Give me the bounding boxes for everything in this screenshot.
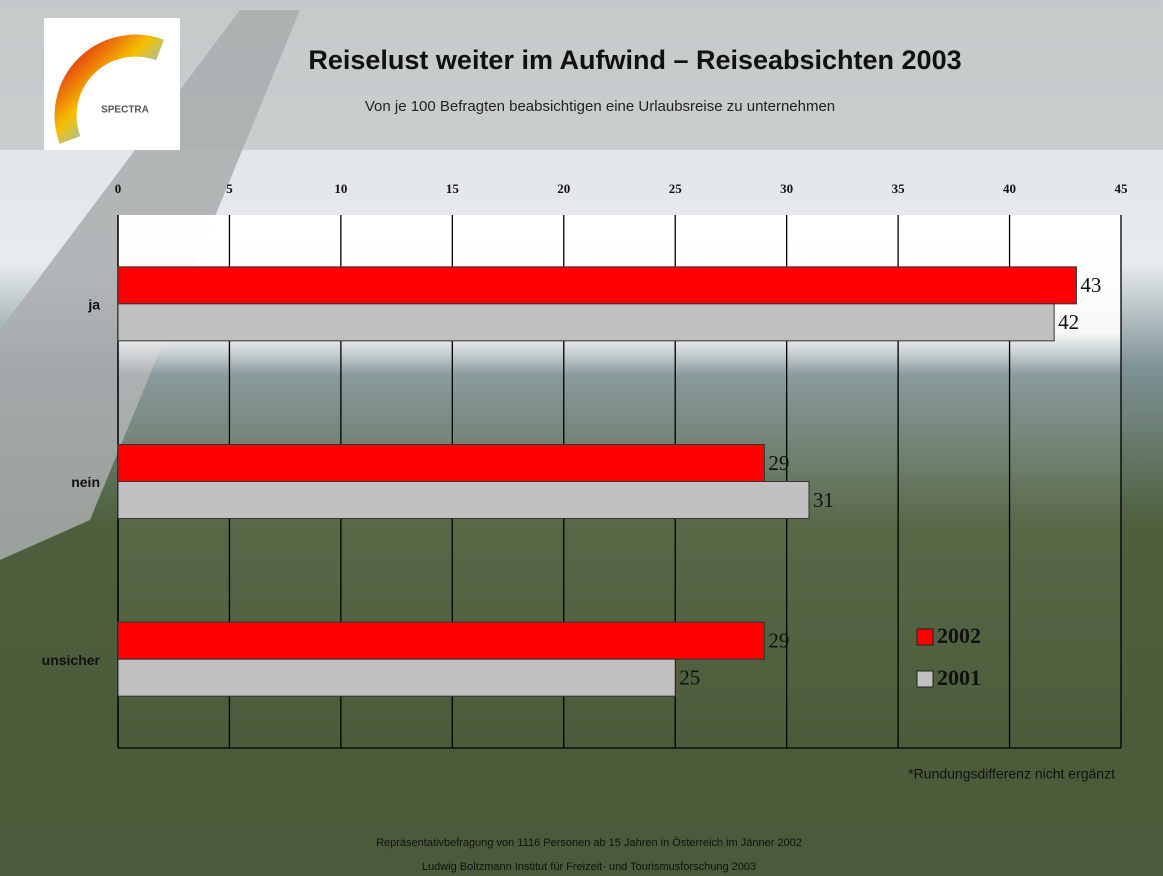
value-label: 29: [768, 628, 789, 652]
bar: [117, 621, 765, 660]
x-tick-label: 15: [446, 181, 460, 196]
x-tick-label: 5: [226, 181, 233, 196]
logo-text: SPECTRA: [101, 105, 149, 116]
source-line: Ludwig Boltzmann Institut für Freizeit- …: [422, 861, 756, 873]
legend-label: 2002: [937, 623, 981, 648]
bar: [117, 266, 1077, 305]
bar: [117, 303, 1055, 342]
x-tick-label: 30: [780, 181, 793, 196]
legend-swatch: [916, 628, 934, 646]
footnote: *Rundungsdifferenz nicht ergänzt: [908, 766, 1115, 782]
y-tick-label: nein: [71, 474, 100, 490]
value-label: 42: [1058, 310, 1079, 334]
bar: [117, 444, 765, 482]
source-line: Repräsentativbefragung von 1116 Personen…: [376, 837, 802, 849]
value-label: 25: [679, 665, 700, 689]
x-tick-label: 35: [892, 181, 906, 196]
x-tick-label: 0: [115, 181, 122, 196]
y-tick-label: ja: [87, 297, 100, 313]
value-label: 29: [768, 451, 789, 475]
legend-swatch: [916, 670, 934, 688]
x-tick-label: 25: [669, 181, 683, 196]
bar: [117, 481, 810, 519]
x-tick-label: 40: [1003, 181, 1016, 196]
logo-arc: [54, 34, 164, 144]
legend-label: 2001: [937, 665, 981, 690]
chart-subtitle: Von je 100 Befragten beabsichtigen eine …: [365, 98, 835, 115]
y-tick-label: unsicher: [42, 652, 101, 668]
x-tick-label: 20: [557, 181, 570, 196]
x-tick-label: 45: [1115, 181, 1129, 196]
bar: [117, 658, 676, 697]
chart-title: Reiselust weiter im Aufwind – Reiseabsic…: [308, 45, 961, 75]
value-label: 31: [813, 488, 834, 512]
value-label: 43: [1080, 273, 1101, 297]
x-tick-label: 10: [334, 181, 347, 196]
